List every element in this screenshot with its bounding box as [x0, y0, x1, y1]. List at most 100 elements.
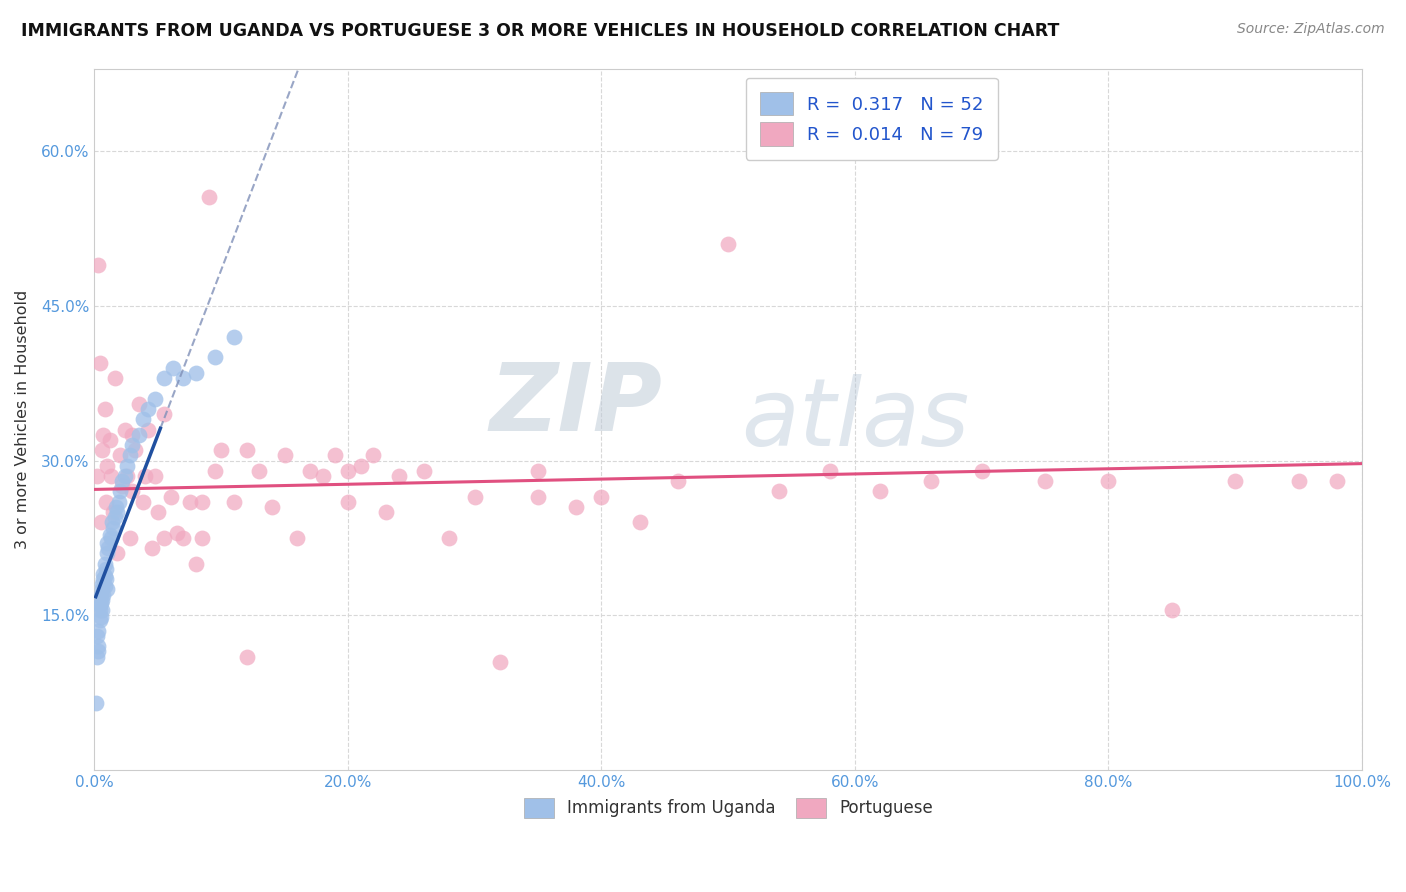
Point [98, 433, 121, 447]
Point [184, 557, 207, 571]
Point [89, 598, 111, 612]
Point [153, 371, 176, 385]
Point [124, 443, 146, 458]
Point [311, 469, 333, 483]
Point [91, 592, 114, 607]
Point [93, 569, 115, 583]
Point [96, 458, 118, 473]
Point [197, 190, 219, 204]
Point [920, 474, 942, 488]
Point [87, 624, 110, 638]
Point [1326, 474, 1348, 488]
Point [235, 649, 257, 664]
Y-axis label: 3 or more Vehicles in Household: 3 or more Vehicles in Household [15, 290, 30, 549]
Point [87, 644, 110, 658]
Point [87, 639, 110, 653]
Point [118, 531, 141, 545]
Point [179, 495, 201, 509]
Point [970, 464, 993, 478]
Point [666, 474, 689, 488]
Point [86, 469, 108, 483]
Text: ZIP: ZIP [489, 359, 662, 451]
Point [84, 696, 107, 710]
Point [1225, 474, 1247, 488]
Point [388, 469, 411, 483]
Point [141, 541, 163, 556]
Point [86, 629, 108, 643]
Point [91, 603, 114, 617]
Legend: Immigrants from Uganda, Portuguese: Immigrants from Uganda, Portuguese [517, 791, 939, 825]
Point [1033, 474, 1056, 488]
Point [143, 469, 166, 483]
Point [159, 490, 181, 504]
Point [204, 464, 226, 478]
Point [93, 557, 115, 571]
Point [153, 407, 176, 421]
Point [222, 330, 245, 344]
Point [93, 401, 115, 416]
Point [105, 546, 128, 560]
Point [117, 458, 139, 473]
Point [91, 443, 114, 458]
Point [1160, 603, 1182, 617]
Point [107, 495, 129, 509]
Point [94, 562, 117, 576]
Point [93, 579, 115, 593]
Point [204, 351, 226, 365]
Point [128, 397, 150, 411]
Point [100, 531, 122, 545]
Point [209, 443, 232, 458]
Point [298, 464, 321, 478]
Point [273, 448, 295, 462]
Point [93, 572, 115, 586]
Point [108, 484, 131, 499]
Point [94, 572, 117, 586]
Point [90, 516, 112, 530]
Point [143, 392, 166, 406]
Point [96, 546, 118, 560]
Point [121, 438, 143, 452]
Point [285, 531, 308, 545]
Point [105, 505, 128, 519]
Point [172, 371, 194, 385]
Point [818, 464, 841, 478]
Point [111, 479, 134, 493]
Point [464, 490, 486, 504]
Point [717, 236, 740, 251]
Point [375, 505, 398, 519]
Point [117, 469, 139, 483]
Point [100, 469, 122, 483]
Point [323, 448, 346, 462]
Point [90, 610, 112, 624]
Point [90, 596, 112, 610]
Point [222, 495, 245, 509]
Text: atlas: atlas [741, 374, 969, 465]
Point [565, 500, 588, 514]
Point [86, 649, 108, 664]
Point [93, 427, 115, 442]
Point [134, 469, 156, 483]
Point [136, 401, 159, 416]
Point [527, 490, 550, 504]
Point [111, 474, 134, 488]
Point [96, 582, 118, 597]
Point [336, 495, 359, 509]
Point [93, 566, 115, 581]
Point [235, 443, 257, 458]
Point [91, 582, 114, 597]
Point [1288, 474, 1310, 488]
Point [121, 484, 143, 499]
Point [136, 423, 159, 437]
Point [121, 427, 143, 442]
Point [527, 464, 550, 478]
Point [128, 427, 150, 442]
Point [869, 484, 891, 499]
Point [153, 531, 176, 545]
Point [103, 520, 125, 534]
Point [105, 500, 128, 514]
Point [118, 448, 141, 462]
Point [172, 531, 194, 545]
Point [1097, 474, 1119, 488]
Point [191, 531, 214, 545]
Point [101, 516, 124, 530]
